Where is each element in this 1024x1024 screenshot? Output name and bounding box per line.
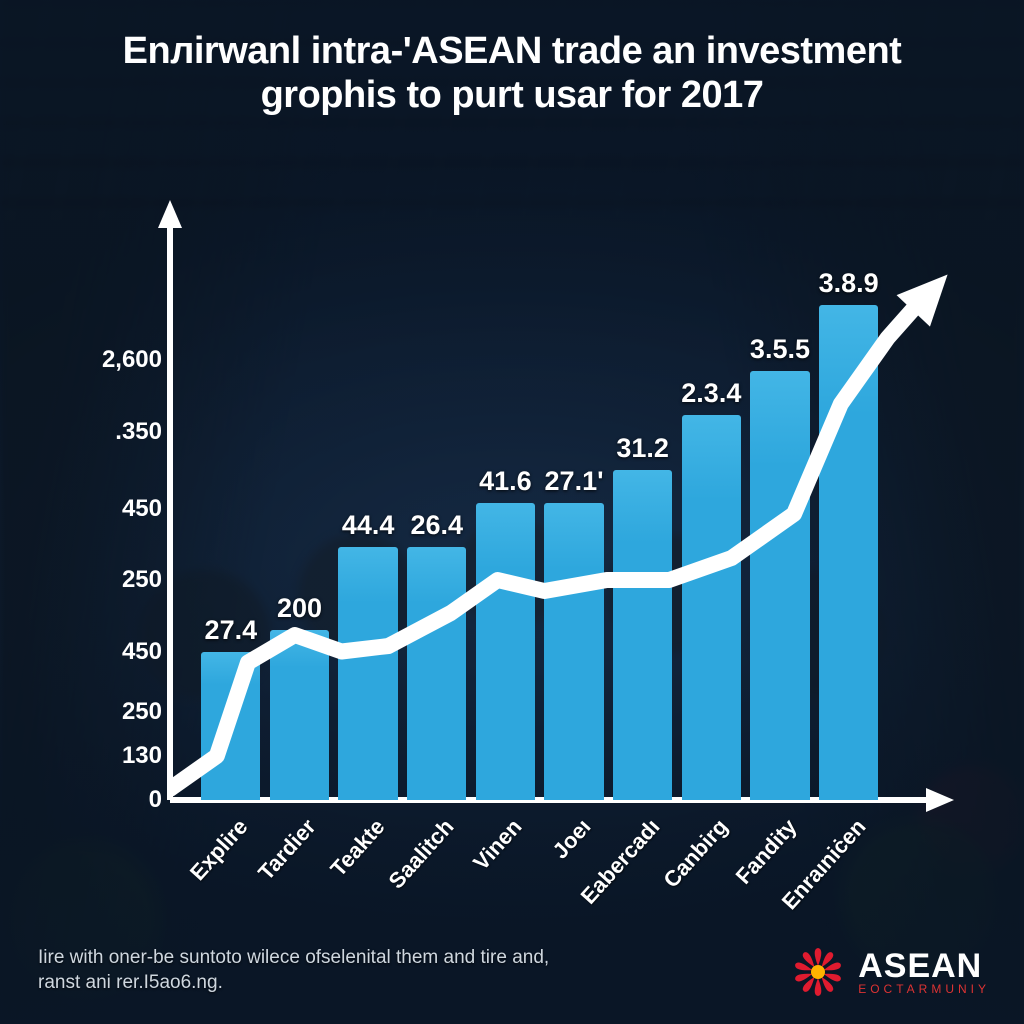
footer-line-1: Iire with oner-be suntoto wilece ofselen… — [38, 947, 549, 968]
bar — [270, 630, 329, 801]
brand-block: ASEAN EOCTARMUNIY — [790, 944, 990, 1000]
y-axis-arrow-icon — [158, 200, 182, 228]
chart-title: Enлirwanl intra-'ASEAN trade an investme… — [0, 30, 1024, 117]
bar — [682, 415, 741, 800]
bar — [750, 371, 809, 800]
bar-value-label: 3.5.5 — [750, 334, 810, 365]
bar — [476, 503, 535, 800]
bar — [407, 547, 466, 800]
footer-caption: Iire with oner-be suntoto wilece ofselen… — [38, 945, 724, 996]
bar-value-label: 41.6 — [479, 466, 532, 497]
bar-value-label: 27.4 — [205, 615, 258, 646]
bar — [613, 470, 672, 800]
lotus-emblem-icon — [790, 944, 846, 1000]
y-tick-label: 450 — [72, 638, 162, 666]
title-line-1: Enлirwanl intra-'ASEAN trade an investme… — [0, 30, 1024, 74]
bar-value-label: 2.3.4 — [681, 378, 741, 409]
footer-line-2: ranst ani rer.I5ao6.ng. — [38, 972, 223, 993]
bar — [819, 305, 878, 800]
bar-value-label: 3.8.9 — [819, 268, 879, 299]
chart-area: 0 130 250 450 250 450 .350 2,600 27.4Explire200… — [70, 170, 970, 850]
title-line-2: grophis to purt usar for 2017 — [0, 74, 1024, 118]
bar-value-label: 27.1' — [545, 466, 604, 497]
brand-logotype: ASEAN EOCTARMUNIY — [858, 949, 990, 995]
brand-subname: EOCTARMUNIY — [858, 983, 990, 995]
y-tick-label: 450 — [72, 495, 162, 523]
bar — [201, 652, 260, 801]
bar — [544, 503, 603, 800]
y-tick-label: 2,600 — [72, 346, 162, 374]
y-tick-label: 250 — [72, 698, 162, 726]
bar-value-label: 44.4 — [342, 510, 395, 541]
y-tick-label: 250 — [72, 566, 162, 594]
bar-value-label: 26.4 — [410, 510, 463, 541]
y-tick-label: 0 — [72, 786, 162, 814]
bar — [338, 547, 397, 800]
bar-value-label: 200 — [277, 593, 322, 624]
brand-name: ASEAN — [858, 949, 990, 983]
bar-value-label: 31.2 — [616, 433, 669, 464]
infographic-root: Enлirwanl intra-'ASEAN trade an investme… — [0, 0, 1024, 1024]
bars-container: 27.4Explire200Tardier44.4Teakte26.4Saali… — [170, 250, 950, 800]
y-tick-label: .350 — [72, 418, 162, 446]
y-tick-label: 130 — [72, 742, 162, 770]
